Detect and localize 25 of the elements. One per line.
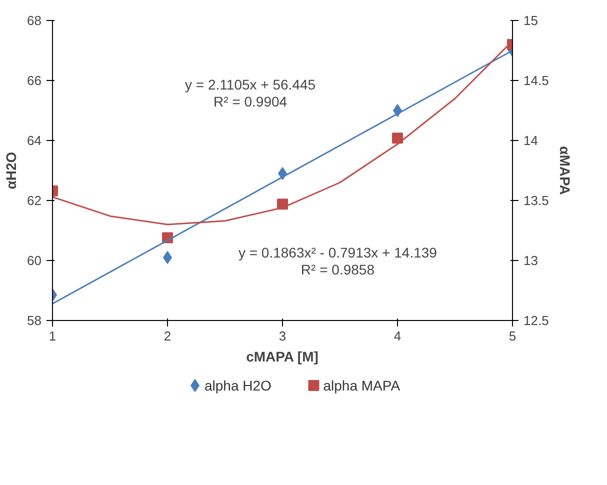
y2-tick-label: 14 (524, 133, 538, 148)
x-tick-label: 1 (48, 328, 56, 344)
annotation: y = 0.1863x² - 0.7913x + 14.139 R² = 0.9858 (238, 244, 438, 278)
y-axis-title: αH2O (3, 152, 20, 190)
y-tick-label: 66 (27, 73, 42, 88)
y2-tick-label: 13.5 (524, 193, 549, 208)
y-tick-label: 64 (27, 133, 42, 148)
y2-tick-label: 13 (524, 253, 538, 268)
x-tick-label: 4 (394, 328, 402, 344)
x-axis-title: cMAPA [M] (246, 348, 318, 364)
point (392, 132, 403, 144)
y-tick-label: 58 (27, 313, 42, 328)
y-tick-label: 68 (27, 13, 42, 28)
x-tick-label: 3 (278, 328, 286, 344)
y2-tick-label: 12.5 (524, 313, 549, 328)
x-tick-label: 2 (164, 328, 172, 344)
y2-axis-title: αMAPA (556, 146, 573, 195)
y-tick-label: 60 (27, 253, 42, 268)
y2-tick-label: 15 (524, 13, 538, 28)
y-tick-label: 62 (27, 193, 42, 208)
legend-label: alpha H2O (204, 378, 272, 394)
x-tick-label: 5 (508, 328, 516, 344)
legend-label: alpha MAPA (323, 378, 401, 394)
annotation: y = 2.1105x + 56.445 R² = 0.9904 (185, 76, 316, 110)
y2-tick-label: 14.5 (524, 73, 549, 88)
